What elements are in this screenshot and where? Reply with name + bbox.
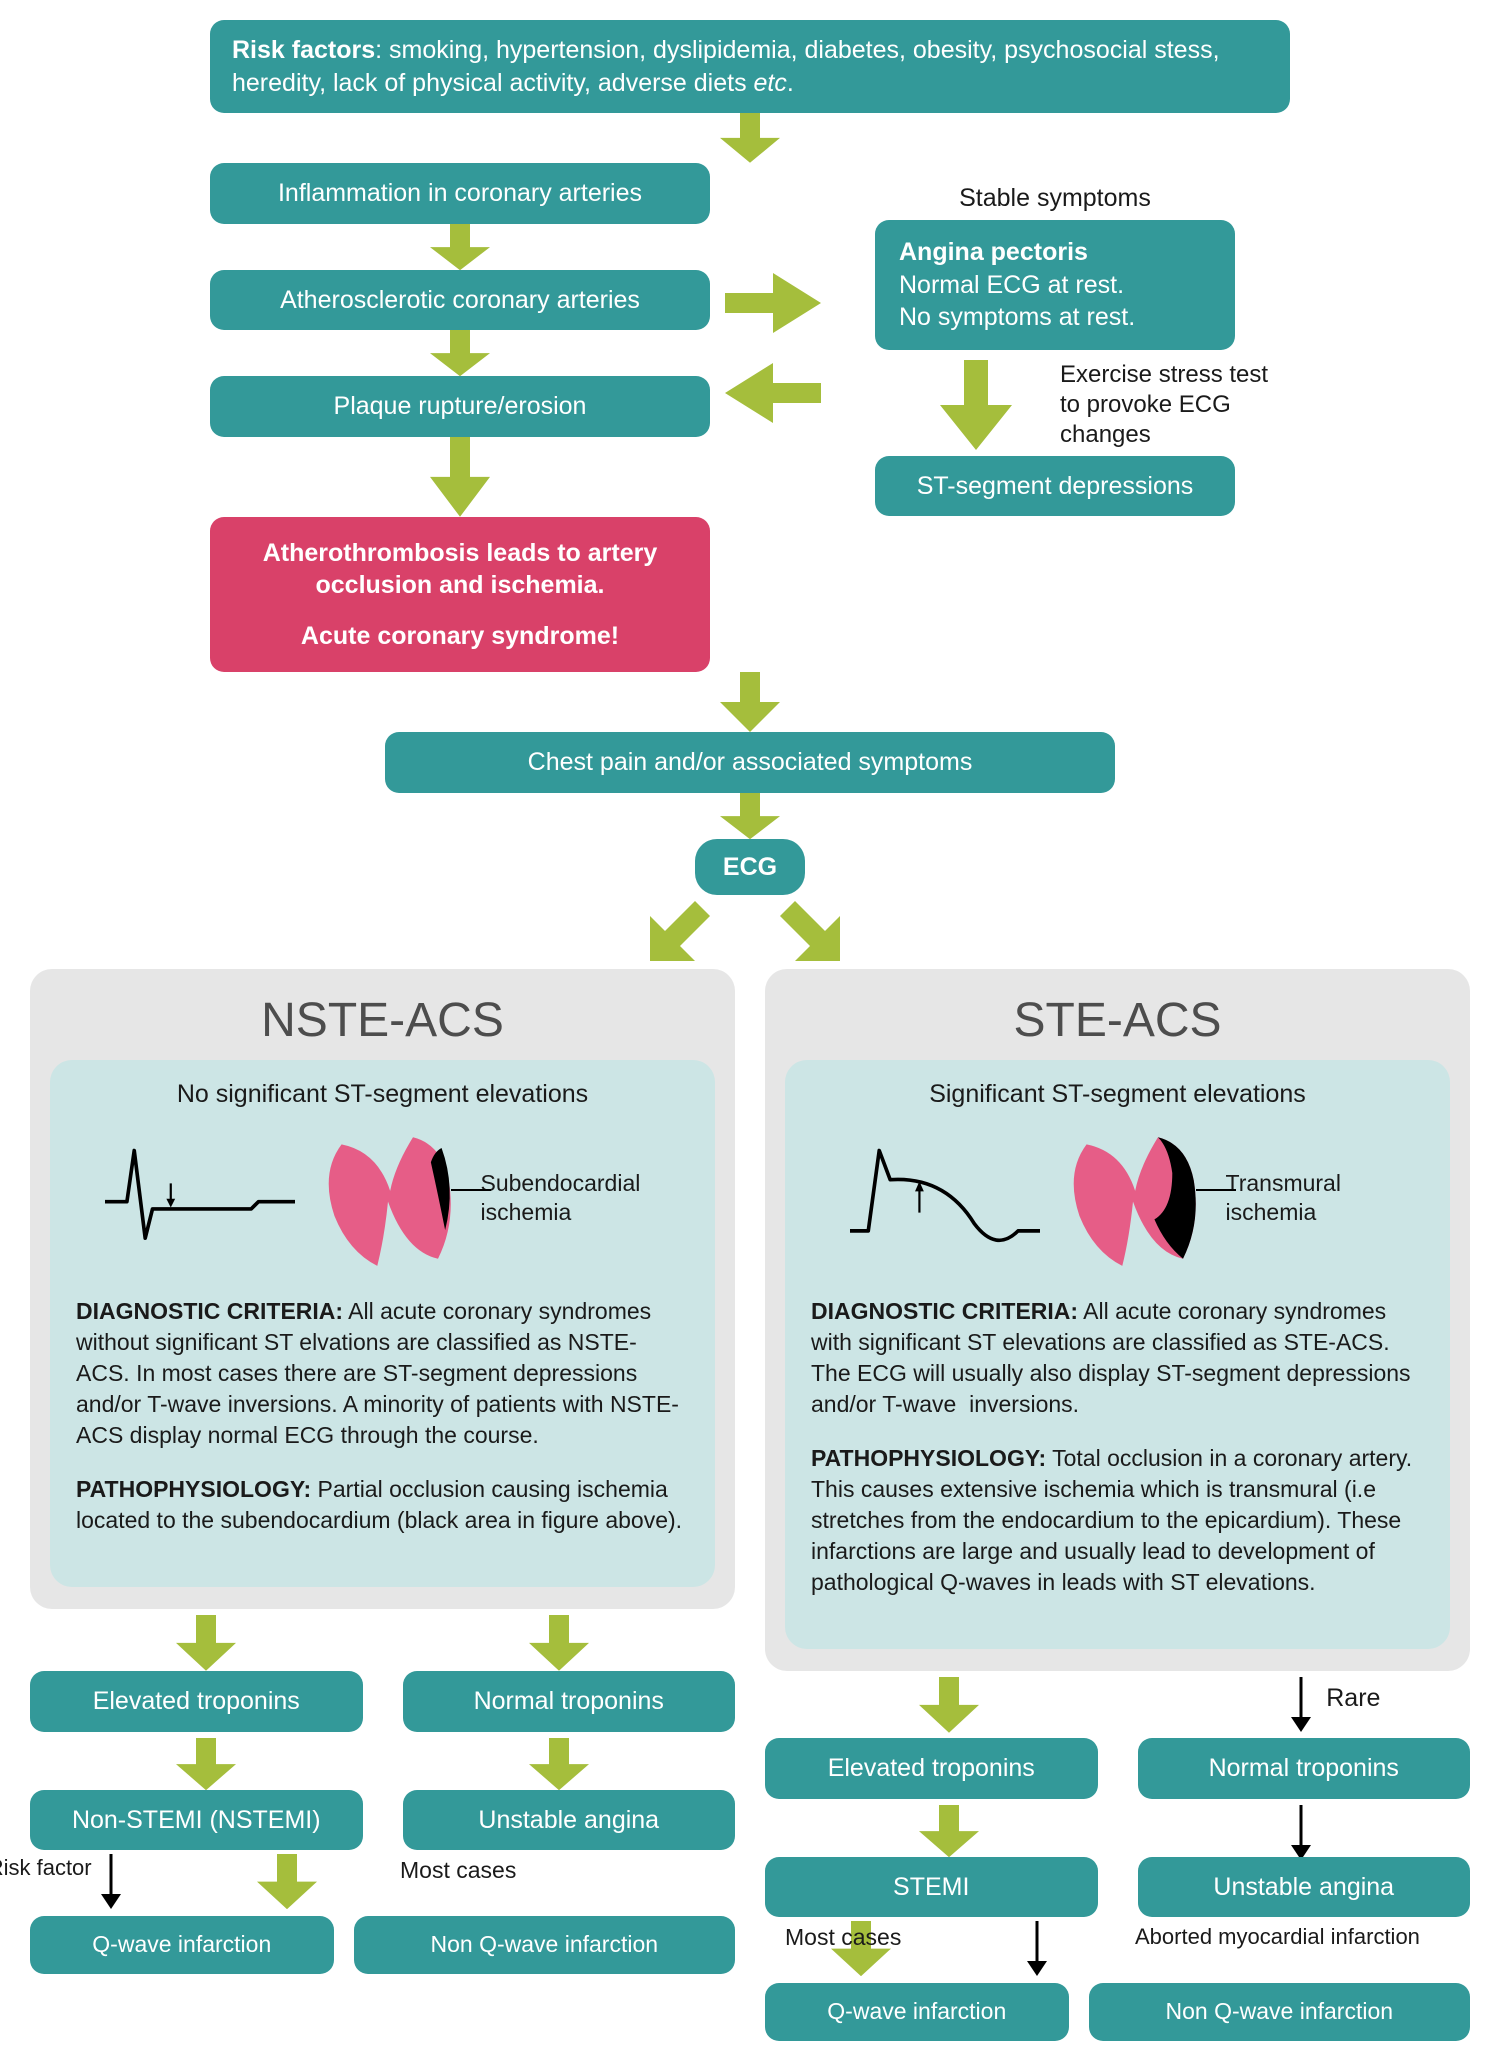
ecg-ste-icon — [850, 1128, 1040, 1268]
nste-panel: NSTE-ACS No significant ST-segment eleva… — [30, 969, 735, 1609]
nonq-box-ste: Non Q-wave infarction — [1089, 1983, 1470, 2041]
arrow-down-icon — [720, 672, 780, 732]
ste-body: DIAGNOSTIC CRITERIA: All acute coronary … — [811, 1296, 1424, 1598]
rare-label: Rare — [1326, 1683, 1380, 1714]
thin-arrow-down-icon — [1022, 1921, 1052, 1976]
transmural-label: Transmural ischemia — [1226, 1169, 1386, 1227]
aborted-label: Aborted myocardial infarction — [1135, 1923, 1475, 1951]
norm-trop-box-ste: Normal troponins — [1138, 1738, 1471, 1799]
elev-trop-box: Elevated troponins — [30, 1671, 363, 1732]
unstable-angina-box-ste: Unstable angina — [1138, 1857, 1471, 1918]
angina-box: Angina pectoris Normal ECG at rest. No s… — [875, 220, 1235, 350]
subendo-label: Subendocardial ischemia — [481, 1169, 661, 1227]
thin-arrow-down-icon — [1286, 1805, 1316, 1857]
ecg-box: ECG — [695, 839, 805, 896]
arrow-down-icon — [940, 360, 1050, 450]
thin-arrow-down-icon — [1286, 1677, 1316, 1733]
chest-pain-box: Chest pain and/or associated symptoms — [385, 732, 1115, 793]
plaque-box: Plaque rupture/erosion — [210, 376, 710, 437]
arrow-left-icon — [725, 363, 825, 423]
arrow-down-icon — [720, 113, 780, 163]
ste-subtitle: Significant ST-segment elevations — [811, 1080, 1424, 1109]
qwave-box: Q-wave infarction — [30, 1916, 334, 1974]
arrow-down-icon — [529, 1738, 589, 1790]
elev-trop-box-ste: Elevated troponins — [765, 1738, 1098, 1799]
arrow-down-icon — [720, 793, 780, 839]
exercise-label: Exercise stress test to provoke ECG chan… — [1060, 360, 1270, 450]
ste-title: STE-ACS — [785, 993, 1450, 1048]
stemi-box: STEMI — [765, 1857, 1098, 1918]
st-depression-box: ST-segment depressions — [875, 456, 1235, 517]
arrow-down-icon — [176, 1738, 236, 1790]
risk-factors-box: Risk factors: smoking, hypertension, dys… — [210, 20, 1290, 113]
unstable-angina-box: Unstable angina — [403, 1790, 736, 1851]
thin-arrow-down-icon — [96, 1854, 126, 1909]
arrow-down-icon — [176, 1615, 236, 1671]
ste-inner: Significant ST-segment elevations Transm… — [785, 1060, 1450, 1649]
arrow-right-icon — [725, 273, 825, 333]
heart-subendo-icon — [313, 1123, 463, 1273]
risk-prefix: Risk factors — [232, 36, 375, 64]
stable-symptoms-label: Stable symptoms — [959, 183, 1151, 214]
ischemia-box: Atherothrombosis leads to artery occlusi… — [210, 517, 710, 673]
norm-trop-box: Normal troponins — [403, 1671, 736, 1732]
risk-body: : smoking, hypertension, dyslipidemia, d… — [232, 36, 1220, 97]
arrow-fork-left-icon — [650, 901, 720, 961]
ecg-nste-icon — [105, 1128, 295, 1268]
nste-title: NSTE-ACS — [50, 993, 715, 1048]
nonq-box: Non Q-wave infarction — [354, 1916, 735, 1974]
most-cases-label: Most cases — [400, 1856, 516, 1885]
qwave-box-ste: Q-wave infarction — [765, 1983, 1069, 2041]
arrow-down-icon — [257, 1854, 317, 1909]
arrow-fork-right-icon — [780, 901, 850, 961]
nste-subtitle: No significant ST-segment elevations — [76, 1080, 689, 1109]
arrow-down-icon — [529, 1615, 589, 1671]
nste-inner: No significant ST-segment elevations Sub… — [50, 1060, 715, 1587]
arrow-down-icon — [430, 330, 490, 376]
nstemi-box: Non-STEMI (NSTEMI) — [30, 1790, 363, 1851]
arrow-down-icon — [919, 1805, 979, 1857]
inflammation-box: Inflammation in coronary arteries — [210, 163, 710, 224]
heart-transmural-icon — [1058, 1123, 1208, 1273]
arrow-down-icon — [430, 437, 490, 517]
risk-suffix: etc — [754, 69, 787, 97]
arrow-down-icon — [919, 1677, 979, 1733]
most-cases-label-ste: Most cases — [785, 1923, 901, 1952]
risk-factor-label: Risk factor — [0, 1854, 92, 1882]
nste-body: DIAGNOSTIC CRITERIA: All acute coronary … — [76, 1296, 689, 1536]
ste-panel: STE-ACS Significant ST-segment elevation… — [765, 969, 1470, 1671]
athero-box: Atherosclerotic coronary arteries — [210, 270, 710, 331]
arrow-down-icon — [430, 224, 490, 270]
